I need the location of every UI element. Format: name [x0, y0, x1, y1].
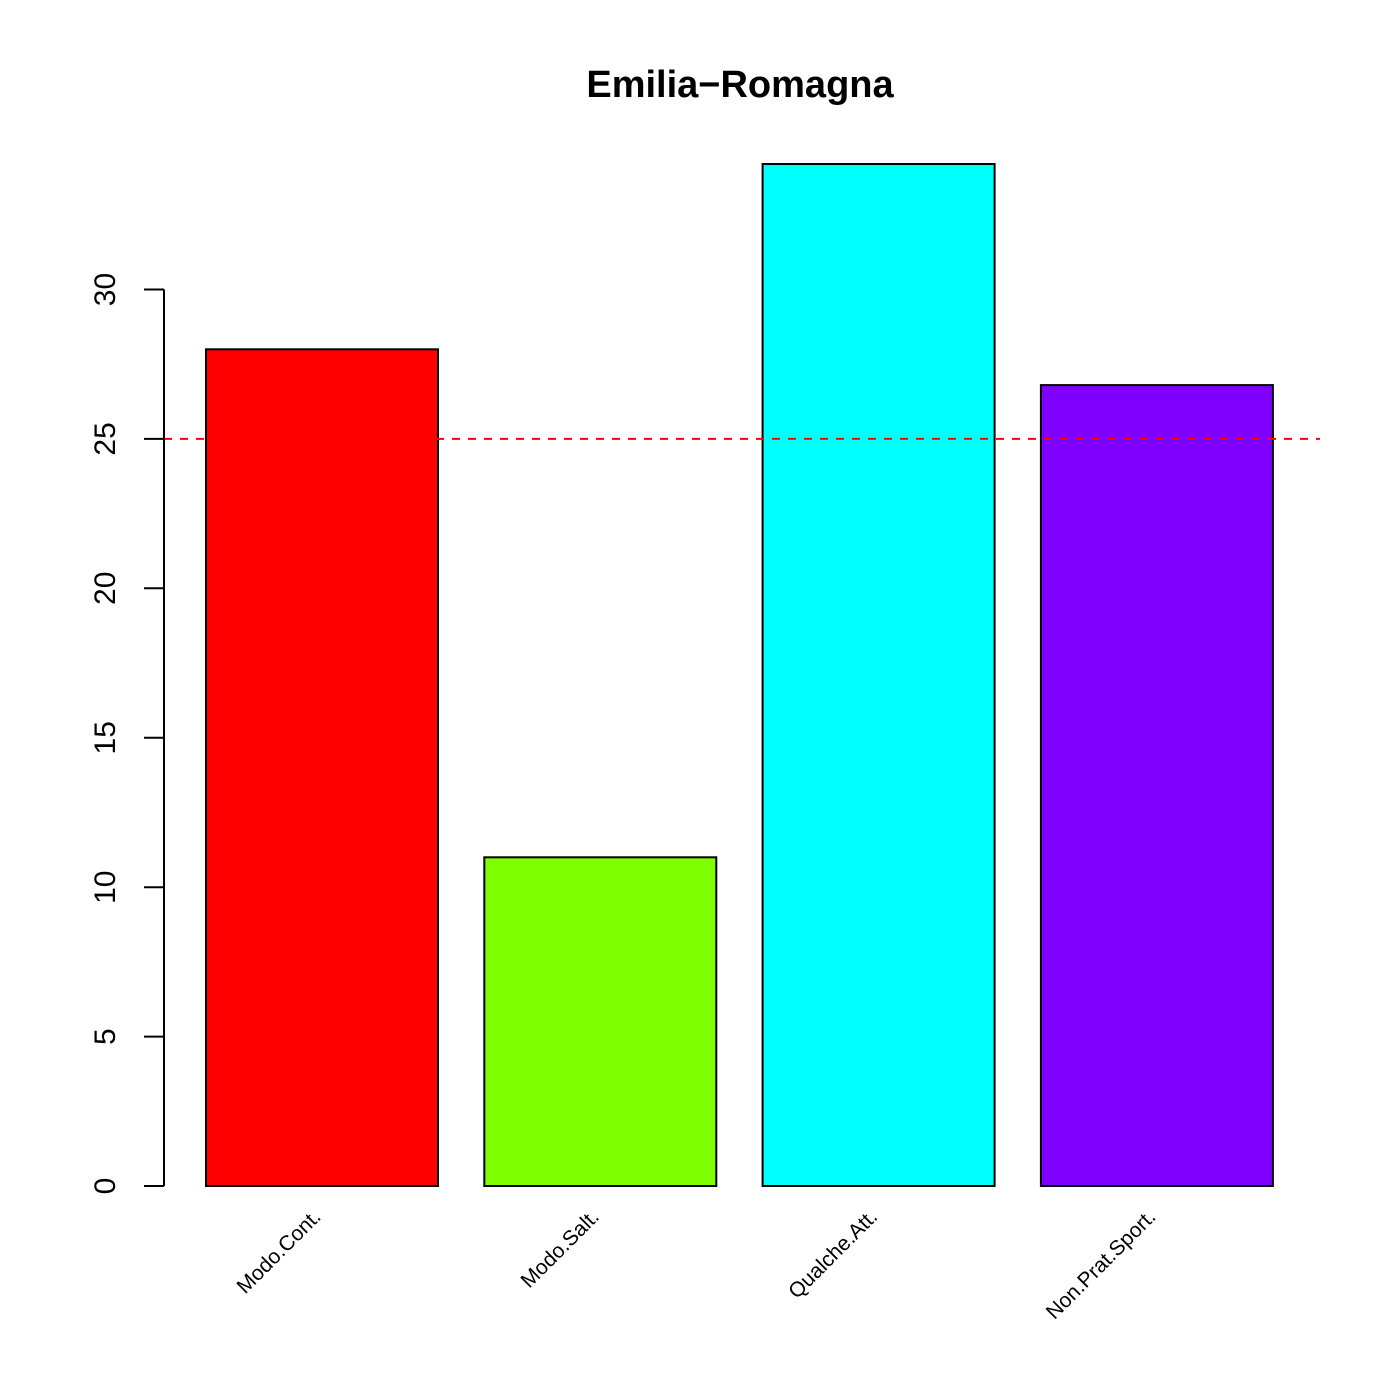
- y-tick-label: 10: [89, 871, 122, 904]
- bar-qualche-att: [761, 163, 996, 1187]
- bar-non-prat-sport: [1039, 384, 1274, 1188]
- chart-title: Emilia−Romagna: [586, 64, 894, 106]
- y-tick-label: 30: [89, 273, 122, 306]
- y-tick-label: 25: [89, 422, 122, 455]
- y-tick-label: 5: [89, 1028, 122, 1045]
- bars-layer: [205, 163, 1274, 1188]
- x-axis-labels: Modo.Cont. Modo.Salt. Qualche.Att. Non.Prat…: [233, 1205, 1161, 1324]
- y-tick-label: 0: [89, 1178, 122, 1195]
- y-tick-label: 20: [89, 572, 122, 605]
- bar-modo-salt: [483, 856, 718, 1187]
- y-tick-label: 15: [89, 721, 122, 754]
- bar-modo-cont: [205, 348, 439, 1187]
- x-category-label: Non.Prat.Sport.: [1042, 1205, 1161, 1324]
- y-axis: 0 5 10 15 20 25 30: [89, 273, 165, 1195]
- x-category-label: Modo.Salt.: [517, 1205, 604, 1292]
- x-category-label: Qualche.Att.: [784, 1205, 882, 1303]
- x-category-label: Modo.Cont.: [233, 1205, 326, 1298]
